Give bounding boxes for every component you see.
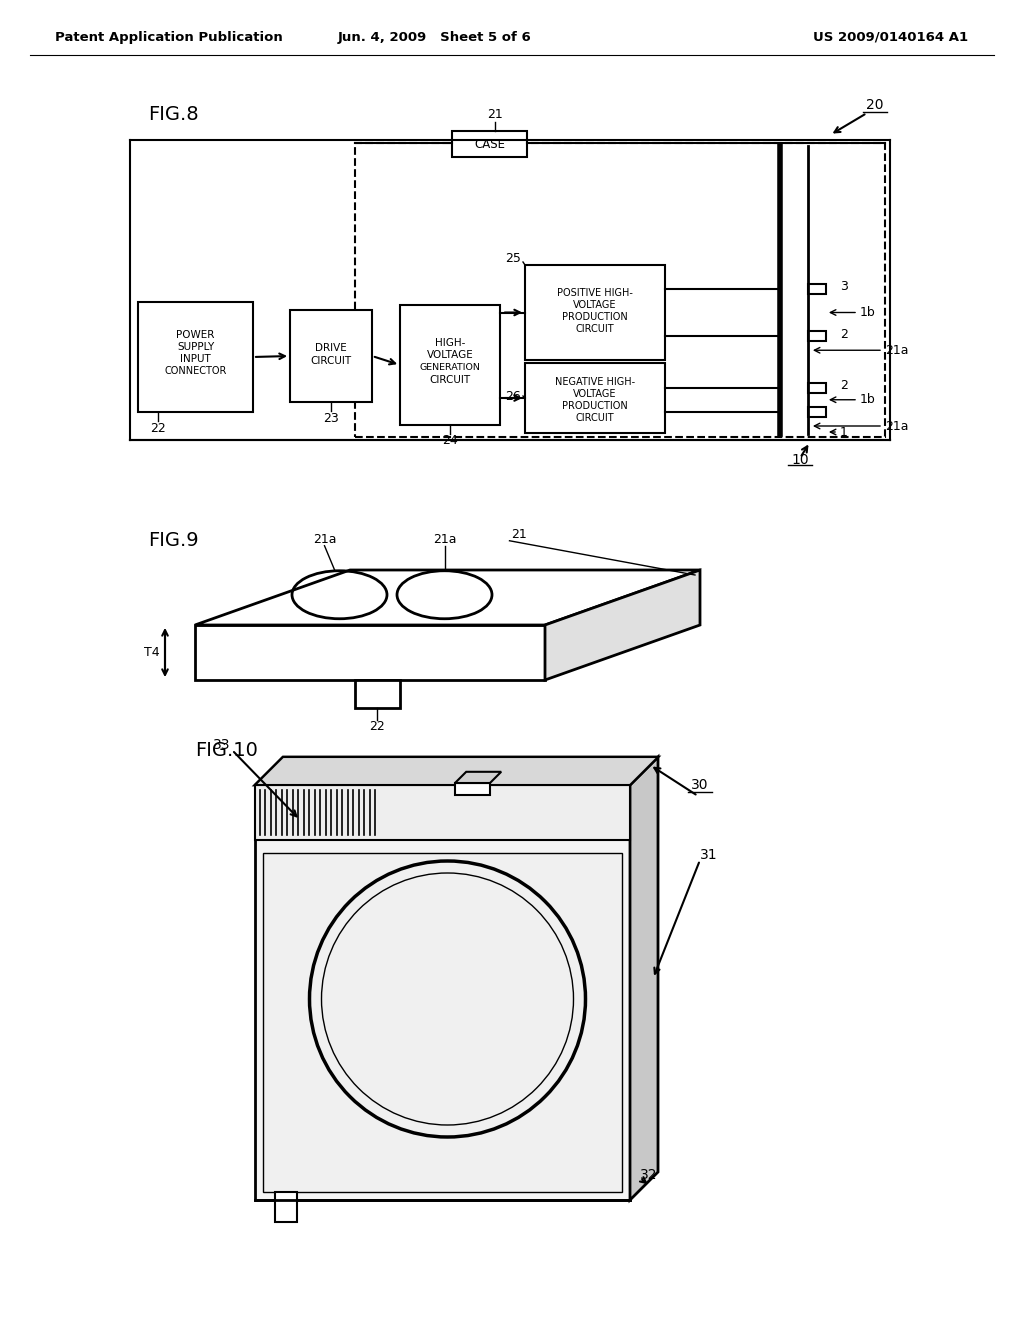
Text: 21a: 21a — [433, 533, 457, 546]
Text: CIRCUIT: CIRCUIT — [429, 375, 471, 385]
Text: 21: 21 — [486, 108, 503, 121]
Text: T4: T4 — [144, 645, 160, 659]
Text: 2: 2 — [840, 379, 848, 392]
Text: PRODUCTION: PRODUCTION — [562, 401, 628, 411]
Text: POWER: POWER — [176, 330, 215, 341]
Text: 25: 25 — [505, 252, 521, 265]
Text: POSITIVE HIGH-: POSITIVE HIGH- — [557, 288, 633, 297]
Text: CIRCUIT: CIRCUIT — [310, 356, 351, 366]
Text: 30: 30 — [691, 777, 709, 792]
Text: 26: 26 — [505, 389, 521, 403]
Polygon shape — [455, 772, 501, 783]
Text: 21a: 21a — [312, 533, 336, 546]
Text: GENERATION: GENERATION — [420, 363, 480, 372]
Text: Patent Application Publication: Patent Application Publication — [55, 30, 283, 44]
Text: 23: 23 — [324, 412, 339, 425]
Text: 20: 20 — [866, 98, 884, 112]
Text: FIG.9: FIG.9 — [148, 531, 199, 549]
Text: 22: 22 — [369, 719, 385, 733]
Text: FIG.8: FIG.8 — [148, 106, 199, 124]
Text: VOLTAGE: VOLTAGE — [427, 350, 473, 360]
Text: 33: 33 — [213, 738, 230, 752]
Text: 32: 32 — [640, 1168, 657, 1181]
Text: 3: 3 — [840, 280, 848, 293]
Text: US 2009/0140164 A1: US 2009/0140164 A1 — [813, 30, 968, 44]
Text: SUPPLY: SUPPLY — [177, 342, 214, 352]
Text: NEGATIVE HIGH-: NEGATIVE HIGH- — [555, 378, 635, 387]
Text: DRIVE: DRIVE — [315, 343, 347, 352]
Bar — [290, 310, 372, 403]
Bar — [525, 265, 665, 360]
Text: VOLTAGE: VOLTAGE — [573, 389, 616, 399]
Text: 24: 24 — [442, 434, 458, 447]
Bar — [355, 143, 885, 437]
Polygon shape — [545, 570, 700, 680]
Bar — [275, 1192, 297, 1222]
Text: 1: 1 — [840, 425, 848, 438]
Polygon shape — [255, 756, 658, 785]
Text: 10: 10 — [792, 453, 809, 467]
Bar — [808, 331, 826, 342]
Bar — [255, 785, 630, 840]
Text: FIG.10: FIG.10 — [195, 741, 258, 759]
Text: CIRCUIT: CIRCUIT — [575, 413, 614, 422]
Bar — [452, 131, 527, 157]
Bar — [263, 853, 622, 1192]
Bar — [808, 284, 826, 294]
Text: 21: 21 — [512, 528, 527, 541]
Bar — [455, 783, 490, 795]
Text: CONNECTOR: CONNECTOR — [164, 366, 226, 376]
Text: 1b: 1b — [860, 306, 876, 319]
Polygon shape — [195, 570, 700, 624]
Text: INPUT: INPUT — [180, 354, 211, 364]
Polygon shape — [630, 756, 658, 1200]
Text: CASE: CASE — [474, 137, 505, 150]
Bar — [808, 383, 826, 392]
Polygon shape — [255, 756, 658, 785]
Text: 2: 2 — [840, 327, 848, 341]
Bar — [255, 785, 630, 1200]
Bar — [354, 680, 399, 708]
Text: VOLTAGE: VOLTAGE — [573, 300, 616, 309]
Text: 31: 31 — [700, 847, 718, 862]
Bar — [525, 363, 665, 433]
Bar — [400, 305, 500, 425]
Bar — [808, 407, 826, 417]
Text: Jun. 4, 2009   Sheet 5 of 6: Jun. 4, 2009 Sheet 5 of 6 — [338, 30, 531, 44]
Text: 22: 22 — [151, 421, 166, 434]
Text: 21a: 21a — [885, 420, 908, 433]
Text: 1b: 1b — [860, 393, 876, 407]
Text: 21a: 21a — [885, 343, 908, 356]
Text: CIRCUIT: CIRCUIT — [575, 323, 614, 334]
Bar — [195, 624, 545, 680]
Text: HIGH-: HIGH- — [435, 338, 465, 348]
Bar — [138, 302, 253, 412]
Text: PRODUCTION: PRODUCTION — [562, 312, 628, 322]
